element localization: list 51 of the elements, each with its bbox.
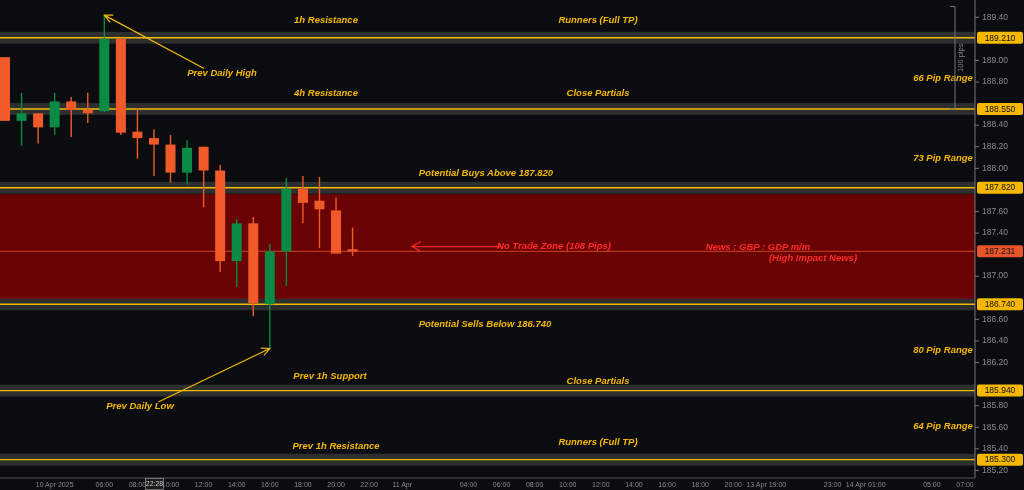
y-tick-label: 188.40 [982,119,1009,130]
annotation: Close Partials [566,374,630,386]
band-label: No Trade Zone (108 Pips) [497,240,611,252]
y-tick-label: 185.40 [982,443,1009,454]
y-tick-label: 187.60 [982,205,1009,216]
annotation: Potential Buys Above 187.820 [418,166,554,178]
ref-line-label: 187.231 [984,246,1016,257]
candlestick [66,96,77,138]
y-tick-label: 187.40 [982,227,1009,238]
ref-line-label: 186.740 [984,299,1016,310]
annotation: Prev 1h Resistance [292,439,381,451]
annotation: Prev Daily Low [106,399,175,411]
y-tick-label: 188.80 [982,76,1009,87]
candlestick [16,92,27,147]
annotation: Prev Daily High [187,66,258,78]
candlestick [33,112,44,145]
annotation: News : GBP : GDP m/m [705,240,811,252]
y-tick-label: 189.40 [982,11,1009,22]
ref-line-label: 185.940 [984,385,1016,396]
annotation: Prev 1h Support [293,369,368,381]
y-tick-label: 187.00 [982,270,1009,281]
y-tick-label: 186.40 [982,335,1009,346]
y-tick-label: 186.60 [982,313,1009,324]
y-tick-label: 185.60 [982,421,1009,432]
annotation: 4h Resistance [293,86,359,98]
annotation: Runners (Full TP) [558,13,638,25]
annotation: 64 Pip Range [913,419,974,431]
annotation: 66 Pip Range [913,71,974,83]
candlestick [148,128,159,177]
y-tick-label: 186.20 [982,356,1009,367]
ref-line-label: 187.820 [984,182,1016,193]
y-tick-label: 185.80 [982,399,1009,410]
annotation: 1h Resistance [294,13,359,25]
annotation: 80 Pip Range [913,343,974,355]
annotation: (High Impact News) [768,251,858,263]
ref-line-label: 188.550 [984,103,1016,114]
annotation: 73 Pip Range [913,151,974,163]
annotation: Close Partials [566,86,630,98]
y-tick-label: 188.00 [982,162,1009,173]
candlestick [82,92,93,124]
candlestick [297,175,308,225]
candlestick [314,176,325,249]
ref-line-label: 189.210 [984,32,1016,43]
y-tick-label: 188.20 [982,140,1009,151]
candlestick [198,146,209,208]
annotation: Runners (Full TP) [558,435,638,447]
candlestick [132,107,143,160]
annotation: Potential Sells Below 186.740 [418,317,552,329]
y-tick-label: 189.00 [982,54,1009,65]
y-tick-label: 185.20 [982,464,1009,475]
ref-line-label: 185.300 [984,454,1016,465]
